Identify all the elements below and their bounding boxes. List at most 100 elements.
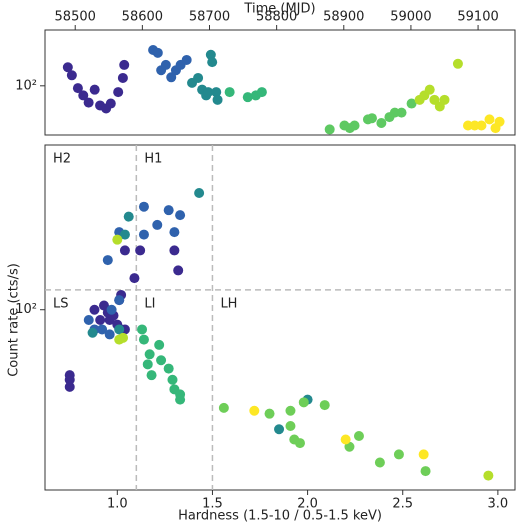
top-panel-frame [44, 29, 516, 136]
data-point [484, 114, 495, 125]
data-point [181, 54, 192, 65]
data-point [374, 457, 385, 468]
data-point [152, 219, 163, 230]
region-label: LI [144, 296, 155, 311]
data-point [104, 329, 115, 340]
data-point [406, 98, 417, 109]
data-point [138, 229, 149, 240]
region-label: H1 [144, 152, 162, 167]
data-point [173, 265, 184, 276]
data-point [218, 402, 229, 413]
data-point [118, 332, 129, 343]
x-tick-label: 59100 [457, 10, 498, 25]
data-point [163, 363, 174, 374]
x-tick-label: 1.0 [107, 497, 128, 512]
data-point [289, 434, 300, 445]
data-point [112, 234, 123, 245]
data-point [264, 408, 275, 419]
data-point [62, 62, 73, 73]
data-point [353, 430, 364, 441]
x-tick-label: 59000 [390, 10, 431, 25]
data-point [64, 374, 75, 385]
data-point [142, 359, 153, 370]
data-point [105, 98, 116, 109]
data-point [64, 381, 75, 392]
data-point [476, 120, 487, 131]
data-point [66, 70, 77, 81]
x-tick-label: 58900 [323, 10, 364, 25]
data-point [424, 84, 435, 95]
x-tick-label: 3.0 [488, 497, 509, 512]
bottom-panel-frame [44, 144, 516, 491]
data-point [175, 210, 186, 221]
x-tick-label: 58600 [122, 10, 163, 25]
data-point [429, 94, 440, 105]
data-point [211, 87, 222, 98]
data-point [163, 205, 174, 216]
data-point [212, 94, 223, 105]
x-tick-label: 1.5 [202, 497, 223, 512]
data-point [285, 420, 296, 431]
data-point [144, 349, 155, 360]
data-point [137, 324, 148, 335]
data-point [393, 449, 404, 460]
bottom-x-label: Hardness (1.5-10 / 0.5-1.5 keV) [178, 509, 382, 524]
data-point [256, 87, 267, 98]
data-point [89, 304, 100, 315]
x-tick-label: 58700 [189, 10, 230, 25]
data-point [169, 245, 180, 256]
data-point [119, 59, 130, 70]
data-point [167, 374, 178, 385]
data-point [396, 107, 407, 118]
data-point [285, 405, 296, 416]
data-point [366, 113, 377, 124]
y-tick-label: 10² [15, 302, 37, 317]
x-tick-label: 2.5 [392, 497, 413, 512]
data-point [439, 94, 450, 105]
data-point [324, 124, 335, 135]
data-point [114, 324, 125, 335]
y-tick-label: 10² [15, 78, 37, 93]
data-point [376, 117, 387, 128]
data-point [483, 470, 494, 481]
data-point [175, 394, 186, 405]
data-point [138, 334, 149, 345]
data-point [89, 84, 100, 95]
data-point [113, 87, 124, 98]
data-point [319, 400, 330, 411]
data-point [87, 327, 98, 338]
data-point [106, 304, 117, 315]
data-point [123, 211, 134, 222]
x-tick-label: 58500 [55, 10, 96, 25]
data-point [207, 57, 218, 68]
data-point [102, 255, 113, 266]
data-point [146, 370, 157, 381]
region-label: H2 [53, 152, 71, 167]
data-point [83, 315, 94, 326]
data-point [203, 87, 214, 98]
data-point [129, 273, 140, 284]
y-label: Count rate (cts/s) [7, 263, 22, 377]
region-label: LH [220, 296, 237, 311]
data-point [340, 434, 351, 445]
data-point [298, 397, 309, 408]
data-point [160, 59, 171, 70]
region-label: LS [53, 296, 69, 311]
data-point [274, 424, 285, 435]
data-point [242, 92, 253, 103]
data-point [78, 90, 89, 101]
data-point [452, 58, 463, 69]
data-point [114, 295, 125, 306]
data-point [72, 83, 83, 94]
data-point [166, 72, 177, 83]
top-x-label: Time (MJD) [243, 2, 315, 17]
x-tick-label: 2.0 [297, 497, 318, 512]
data-point [194, 188, 205, 199]
data-point [494, 116, 505, 127]
data-point [97, 324, 108, 335]
data-point [119, 245, 130, 256]
data-point [420, 466, 431, 477]
data-point [193, 72, 204, 83]
data-point [95, 315, 106, 326]
